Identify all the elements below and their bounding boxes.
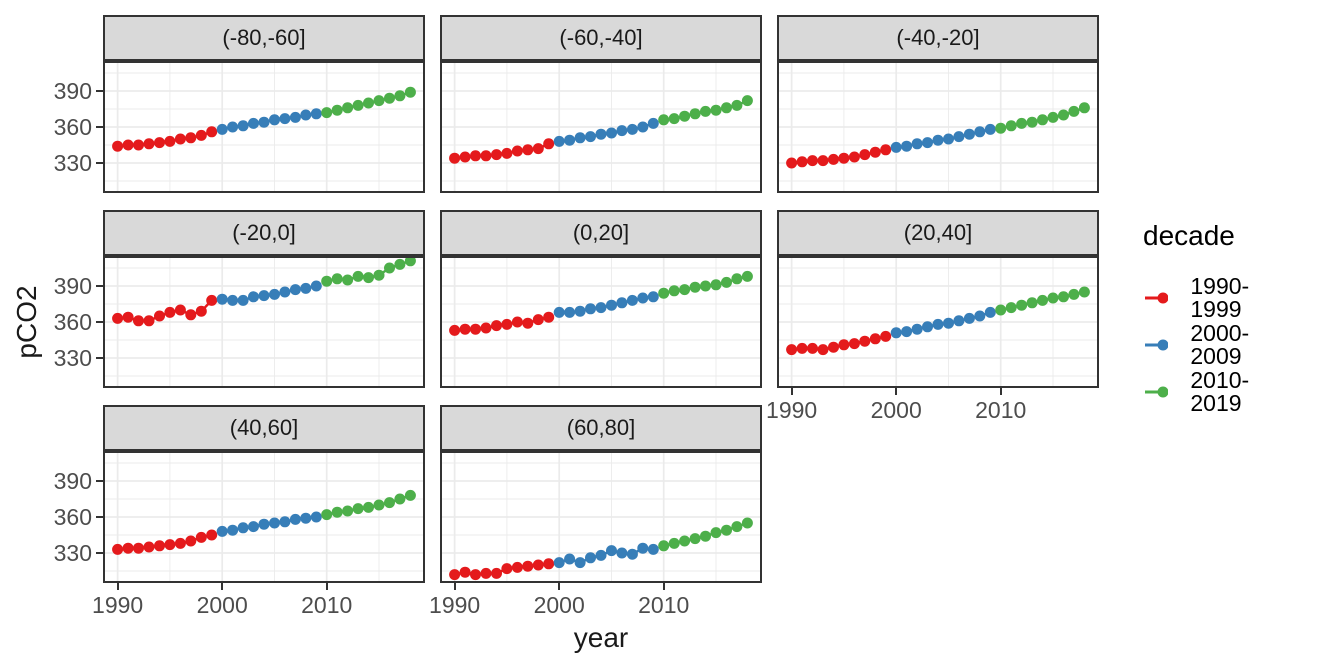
facet-strip: (-60,-40]: [440, 15, 762, 61]
x-axis-tick-label: 2010: [638, 592, 690, 618]
x-axis-tick: [790, 388, 793, 395]
legend-entry-label: 2000-2009: [1190, 319, 1250, 369]
y-axis-tick: [96, 552, 103, 554]
facet-strip: (-80,-60]: [103, 15, 425, 61]
y-axis-tick: [96, 285, 103, 287]
legend-entry-label: 1990-1999: [1190, 272, 1250, 322]
legend-entry: 2010-2019: [1145, 368, 1262, 415]
facet-strip: (20,40]: [777, 210, 1099, 256]
y-axis-tick-label: 390: [53, 273, 92, 299]
y-axis-tick: [96, 480, 103, 482]
facet-panel: [777, 256, 1099, 388]
facet-strip: (40,60]: [103, 405, 425, 451]
y-axis-tick: [96, 126, 103, 128]
x-axis-title: year: [573, 622, 629, 653]
x-axis-tick: [221, 583, 224, 590]
legend-entry: 2000-2009: [1145, 321, 1262, 368]
legend-entry: 1990-1999: [1145, 274, 1262, 321]
legend: decade 1990-1999 2000-2009 2010-2019: [1143, 220, 1249, 415]
facet-panel: [103, 256, 425, 388]
facet-panel: [103, 61, 425, 193]
facet-strip: (0,20]: [440, 210, 762, 256]
x-axis-tick: [325, 583, 328, 590]
facet-panel: [440, 256, 762, 388]
facet-strip: (-20,0]: [103, 210, 425, 256]
x-axis-tick: [453, 583, 456, 590]
legend-key-icon: [1145, 339, 1169, 350]
facet-panel: [103, 451, 425, 583]
y-axis-tick-label: 330: [53, 150, 92, 176]
x-axis-tick: [895, 388, 898, 395]
x-axis-tick-label: 2000: [870, 397, 922, 423]
facet-panel: [440, 451, 762, 583]
facet-strip: (60,80]: [440, 405, 762, 451]
legend-key-icon: [1145, 386, 1169, 397]
y-axis-tick-label: 390: [53, 78, 92, 104]
x-axis-tick: [999, 388, 1002, 395]
facet-strip: (-40,-20]: [777, 15, 1099, 61]
y-axis-tick-label: 330: [53, 345, 92, 371]
x-axis-tick: [558, 583, 561, 590]
legend-key-icon: [1145, 292, 1169, 303]
x-axis-tick-label: 1990: [92, 592, 144, 618]
y-axis-tick-label: 360: [53, 114, 92, 140]
facet-panel: [440, 61, 762, 193]
x-axis-tick: [116, 583, 119, 590]
y-axis-tick: [96, 516, 103, 518]
y-axis-tick-label: 390: [53, 468, 92, 494]
y-axis-tick-label: 360: [53, 504, 92, 530]
legend-entry-label: 2010-2019: [1190, 366, 1250, 416]
x-axis-tick-label: 2010: [301, 592, 353, 618]
x-axis-tick-label: 1990: [429, 592, 481, 618]
y-axis-tick: [96, 162, 103, 164]
legend-title: decade: [1143, 220, 1235, 251]
x-axis-tick-label: 2000: [196, 592, 248, 618]
facet-panel: [777, 61, 1099, 193]
x-axis-tick-label: 2000: [533, 592, 585, 618]
y-axis-tick-label: 330: [53, 540, 92, 566]
y-axis-tick: [96, 321, 103, 323]
x-axis-tick-label: 2010: [975, 397, 1027, 423]
y-axis-tick: [96, 357, 103, 359]
y-axis-tick-label: 360: [53, 309, 92, 335]
x-axis-tick: [662, 583, 665, 590]
y-axis-tick: [96, 90, 103, 92]
x-axis-tick-label: 1990: [766, 397, 818, 423]
